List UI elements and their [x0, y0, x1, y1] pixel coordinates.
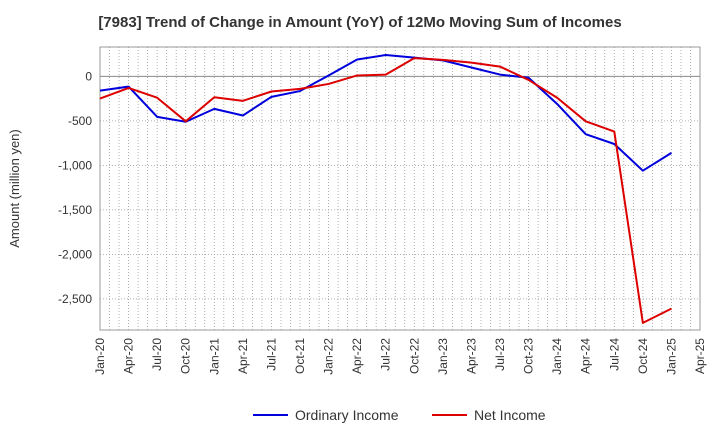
series-line-1 [99, 57, 672, 324]
x-tick-label: Oct-23 [522, 338, 536, 374]
axis-layer: 0 -500 -1,000 -1,500 -2,000 -2,500 Jan-20 Apr-2… [7, 69, 707, 374]
legend-label-1: Net Income [474, 407, 546, 423]
series-line-0 [99, 54, 672, 172]
x-tick-label: Oct-22 [407, 338, 421, 374]
y-tick-label: -1,000 [58, 158, 92, 172]
grid-layer [99, 46, 701, 331]
y-tick-label: -2,000 [58, 247, 92, 261]
x-tick-label: Jan-23 [436, 338, 450, 375]
x-tick-label: Jan-24 [550, 338, 564, 375]
x-tick-label: Jan-22 [322, 338, 336, 375]
x-tick-label: Oct-21 [293, 338, 307, 374]
x-tick-label: Jul-20 [150, 338, 164, 371]
x-tick-label: Apr-24 [579, 338, 593, 374]
chart-title: [7983] Trend of Change in Amount (YoY) o… [98, 14, 622, 31]
legend: Ordinary Income Net Income [253, 407, 546, 423]
x-tick-label: Jan-21 [207, 338, 221, 375]
x-tick-label: Jan-25 [664, 338, 678, 375]
x-tick-label: Jul-22 [379, 338, 393, 371]
y-axis-title: Amount (million yen) [7, 129, 22, 248]
x-tick-label: Apr-21 [236, 338, 250, 374]
x-tick-label: Oct-24 [636, 338, 650, 374]
y-tick-label: -2,500 [58, 292, 92, 306]
x-tick-label: Jul-24 [607, 338, 621, 371]
series-layer [99, 54, 672, 324]
y-tick-label: -1,500 [58, 203, 92, 217]
x-tick-label: Apr-23 [464, 338, 478, 374]
x-tick-label: Oct-20 [179, 338, 193, 374]
x-tick-label: Apr-25 [693, 338, 707, 374]
x-tick-label: Jan-20 [93, 338, 107, 375]
x-tick-label: Jul-21 [264, 338, 278, 371]
legend-label-0: Ordinary Income [295, 407, 399, 423]
y-tick-label: 0 [85, 69, 92, 83]
y-tick-label: -500 [68, 114, 92, 128]
x-tick-label: Jul-23 [493, 338, 507, 371]
plot-border [99, 46, 701, 331]
x-tick-label: Apr-22 [350, 338, 364, 374]
x-tick-label: Apr-20 [122, 338, 136, 374]
